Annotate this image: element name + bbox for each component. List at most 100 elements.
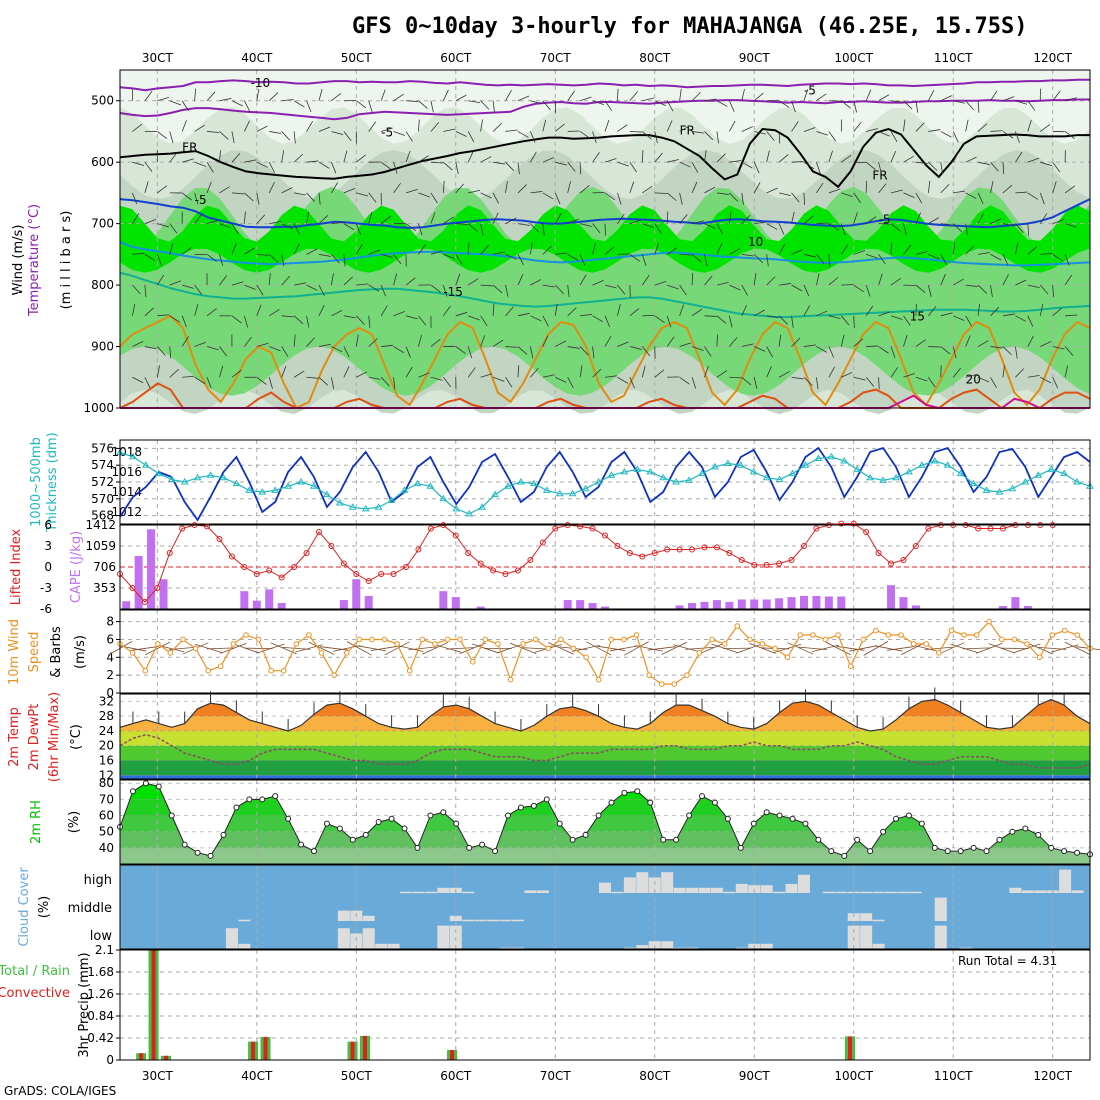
- temp-tick-label: 20: [99, 739, 114, 753]
- wind-barb: [841, 154, 852, 163]
- thickness-marker: [529, 479, 538, 487]
- wind-barb: [977, 100, 980, 113]
- wind-barb: [666, 100, 674, 112]
- li-tick-label: -6: [40, 602, 52, 616]
- cloud-bar-high: [412, 891, 425, 894]
- wind-barb: [915, 284, 926, 293]
- wind-barb: [928, 217, 939, 224]
- wind-barb: [1040, 376, 1052, 384]
- precip-conv-bar: [263, 1036, 268, 1060]
- wind-barb: [903, 223, 907, 236]
- wind-barb: [865, 305, 874, 317]
- wind-barb: [903, 244, 912, 255]
- wind-barb: [604, 158, 617, 163]
- wind-barb: [629, 91, 638, 101]
- bottom-axis-label: 120CT: [1033, 1069, 1072, 1083]
- wind-barb: [405, 189, 418, 194]
- cloud-layer-label: low: [90, 929, 113, 944]
- wind-barb: [430, 122, 440, 132]
- wind-barb: [840, 223, 846, 236]
- rh-marker: [660, 836, 667, 843]
- wind-barb: [853, 100, 858, 113]
- wind-speed-marker: [419, 636, 426, 643]
- surface-wind-barb: [1013, 643, 1041, 654]
- thickness-marker: [555, 489, 564, 497]
- wind-barb: [468, 315, 480, 321]
- wind-barb: [604, 335, 612, 347]
- wind-barb: [766, 99, 779, 102]
- cape-bar: [563, 600, 572, 609]
- rh-marker: [285, 815, 292, 822]
- wind-barb: [1052, 181, 1057, 194]
- surface-wind-barb: [874, 645, 903, 652]
- wind-barb: [542, 157, 555, 163]
- wind-barb: [380, 215, 391, 224]
- pressure-tick-label: 1000: [83, 401, 114, 415]
- wind-barb: [890, 150, 897, 163]
- wind-barb: [592, 280, 604, 286]
- top-axis-label: 50CT: [341, 51, 373, 65]
- wind-barb: [766, 131, 775, 141]
- wind-barb: [741, 192, 744, 205]
- cloud-bar-high: [1034, 890, 1047, 893]
- wind-barb: [318, 304, 325, 316]
- surface-wind-barb: [624, 641, 649, 656]
- rh-marker: [944, 848, 951, 855]
- wind-barb: [803, 376, 813, 387]
- wind-barb: [1064, 365, 1069, 378]
- thickness-marker: [982, 486, 991, 493]
- wind-barb: [505, 90, 512, 101]
- rh-marker: [802, 820, 809, 827]
- surface-wind-barb: [220, 642, 247, 654]
- rh-marker: [194, 849, 201, 856]
- wind-barb: [455, 254, 463, 265]
- wind-speed-marker: [381, 636, 388, 643]
- wind-barb: [579, 346, 589, 356]
- thickness-marker: [840, 457, 849, 464]
- cloud-bar-middle: [462, 919, 475, 922]
- wind-barb: [778, 371, 790, 378]
- cloud-bar-middle: [474, 919, 487, 922]
- surface-wind-barb: [408, 646, 437, 651]
- cape-bar: [277, 603, 286, 609]
- wind-barb: [567, 161, 576, 172]
- wind-barb: [269, 131, 282, 134]
- rh-marker: [634, 788, 641, 795]
- wind-barb: [977, 123, 988, 132]
- wind-barb: [455, 346, 466, 354]
- wind-barb: [206, 161, 214, 173]
- wind-barb: [704, 150, 707, 163]
- thickness-marker: [659, 473, 668, 481]
- thickness-marker: [387, 496, 396, 503]
- wind-barb: [580, 223, 592, 227]
- cloud-bar-high: [885, 891, 898, 894]
- wind-barb: [144, 218, 157, 225]
- wind-barb: [418, 315, 427, 326]
- wind-barb: [978, 252, 990, 255]
- wind-barb: [1002, 313, 1015, 317]
- wind-barb: [505, 346, 518, 348]
- thickness-marker: [568, 489, 577, 497]
- wind-barb: [182, 158, 194, 163]
- thickness-marker: [943, 461, 952, 468]
- wind-barb: [1002, 346, 1012, 356]
- wind-barb: [878, 377, 880, 390]
- wind-barb: [156, 254, 162, 266]
- wind-barb: [915, 339, 926, 347]
- wind-barb: [468, 190, 481, 194]
- wind-barb: [642, 185, 653, 194]
- wind-barb: [219, 150, 221, 163]
- wind-barb: [467, 367, 476, 378]
- wind-barb: [803, 161, 815, 170]
- wind-barb: [293, 131, 296, 144]
- wind-barb: [654, 315, 665, 324]
- wind-barb: [467, 346, 473, 359]
- wind-barb: [492, 339, 504, 347]
- wind-barb: [268, 254, 279, 263]
- wind-barb: [567, 90, 575, 101]
- wind-barb: [555, 376, 567, 383]
- thickness-marker: [465, 509, 474, 517]
- cloud-bar-middle: [362, 915, 375, 921]
- thickness-marker: [620, 467, 629, 475]
